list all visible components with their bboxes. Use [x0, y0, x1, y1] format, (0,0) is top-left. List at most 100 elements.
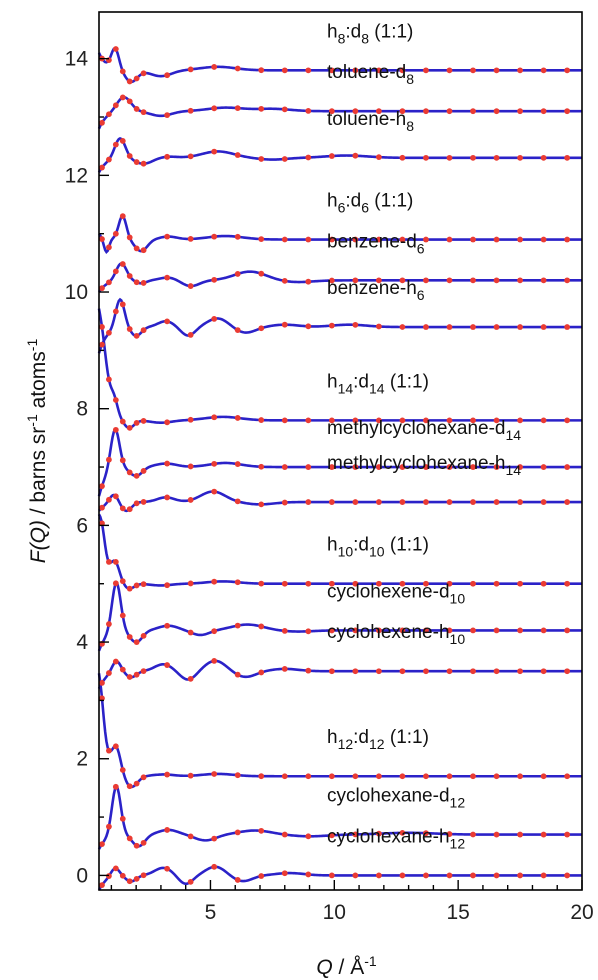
data-point: [399, 627, 406, 634]
data-point: [133, 639, 140, 646]
data-point: [446, 831, 453, 837]
data-point: [133, 420, 140, 426]
data-point: [140, 418, 147, 424]
data-point: [258, 669, 265, 676]
series-label-text: (1:1): [385, 535, 429, 556]
data-point: [328, 580, 335, 587]
series-label-text: toluene-d: [327, 62, 406, 83]
data-point: [423, 668, 429, 675]
data-point: [281, 580, 288, 587]
data-point: [112, 230, 119, 237]
series-label-14: cyclohexane-h12: [327, 826, 465, 851]
series-label-subscript: 6: [338, 200, 346, 216]
series-curve-9: [97, 513, 582, 590]
data-point: [564, 831, 571, 838]
series-label-10: cyclohexene-d10: [327, 581, 465, 606]
data-point: [493, 277, 500, 284]
data-point: [234, 65, 241, 72]
data-point: [164, 72, 171, 79]
data-point: [234, 772, 241, 779]
series-label-text: cyclohexane-h: [327, 826, 450, 847]
data-point: [234, 152, 241, 158]
data-point: [564, 580, 571, 587]
series-curve-7: [97, 427, 582, 497]
data-point: [375, 67, 382, 74]
data-point: [328, 773, 335, 780]
series-label-text: benzene-h: [327, 278, 417, 299]
data-point: [164, 153, 171, 160]
data-point: [305, 667, 312, 674]
data-point: [133, 106, 140, 112]
data-point: [470, 580, 476, 587]
data-point: [470, 773, 476, 780]
data-point: [187, 283, 194, 289]
data-point: [564, 872, 571, 879]
series-label-12: h12:d12 (1:1): [327, 727, 429, 752]
data-point: [133, 582, 140, 589]
data-point: [470, 67, 476, 74]
data-point: [493, 417, 500, 424]
data-point: [399, 108, 406, 115]
series-curve-3: [97, 214, 582, 255]
series-label-1: toluene-d8: [327, 62, 414, 87]
series-label-text: cyclohexene-h: [327, 622, 450, 643]
y-tick-label: 2: [76, 748, 88, 771]
data-point: [564, 108, 571, 115]
series-label-text: (1:1): [385, 371, 429, 392]
series-label-subscript: 8: [338, 30, 346, 46]
data-point: [258, 827, 265, 834]
data-point: [564, 668, 571, 675]
data-point: [517, 668, 523, 675]
data-point: [99, 285, 105, 292]
data-point: [126, 424, 133, 431]
data-point: [99, 324, 105, 330]
data-point: [187, 107, 194, 114]
series-label-text: benzene-d: [327, 231, 417, 252]
data-point: [187, 332, 194, 338]
data-point: [540, 108, 547, 115]
series-curve-1: [97, 95, 582, 130]
data-point: [140, 247, 147, 254]
data-point: [281, 106, 288, 113]
data-point: [258, 501, 265, 508]
data-point: [446, 464, 453, 470]
data-point: [305, 107, 312, 114]
data-point: [112, 268, 119, 275]
data-point: [187, 580, 194, 587]
data-point: [399, 668, 406, 675]
series-curve-5: [97, 297, 582, 354]
data-point: [446, 580, 453, 587]
data-point: [106, 670, 112, 676]
data-point: [119, 666, 126, 673]
data-point: [258, 463, 265, 470]
data-point: [211, 863, 218, 870]
data-point: [446, 872, 453, 879]
data-point: [517, 773, 523, 780]
data-point: [281, 831, 288, 838]
data-point: [352, 627, 359, 634]
data-point: [133, 671, 140, 678]
data-point: [352, 417, 359, 424]
data-point: [119, 261, 126, 267]
data-point: [112, 141, 119, 148]
data-point: [187, 878, 194, 885]
series-curve-12: [97, 673, 582, 789]
data-point: [164, 622, 171, 629]
data-point: [517, 236, 523, 243]
data-point: [126, 326, 133, 332]
series-label-7: methylcyclohexane-d14: [327, 418, 521, 443]
data-point: [234, 829, 241, 836]
data-point: [540, 417, 547, 424]
series-label-text: methylcyclohexane-h: [327, 453, 505, 474]
data-point: [305, 323, 312, 330]
series-label-text: h: [327, 191, 338, 212]
data-point: [187, 772, 194, 779]
data-point: [352, 67, 359, 74]
data-point: [305, 499, 312, 505]
data-point: [375, 236, 382, 243]
data-point: [234, 327, 241, 333]
data-point: [375, 627, 382, 634]
data-point: [164, 274, 171, 281]
